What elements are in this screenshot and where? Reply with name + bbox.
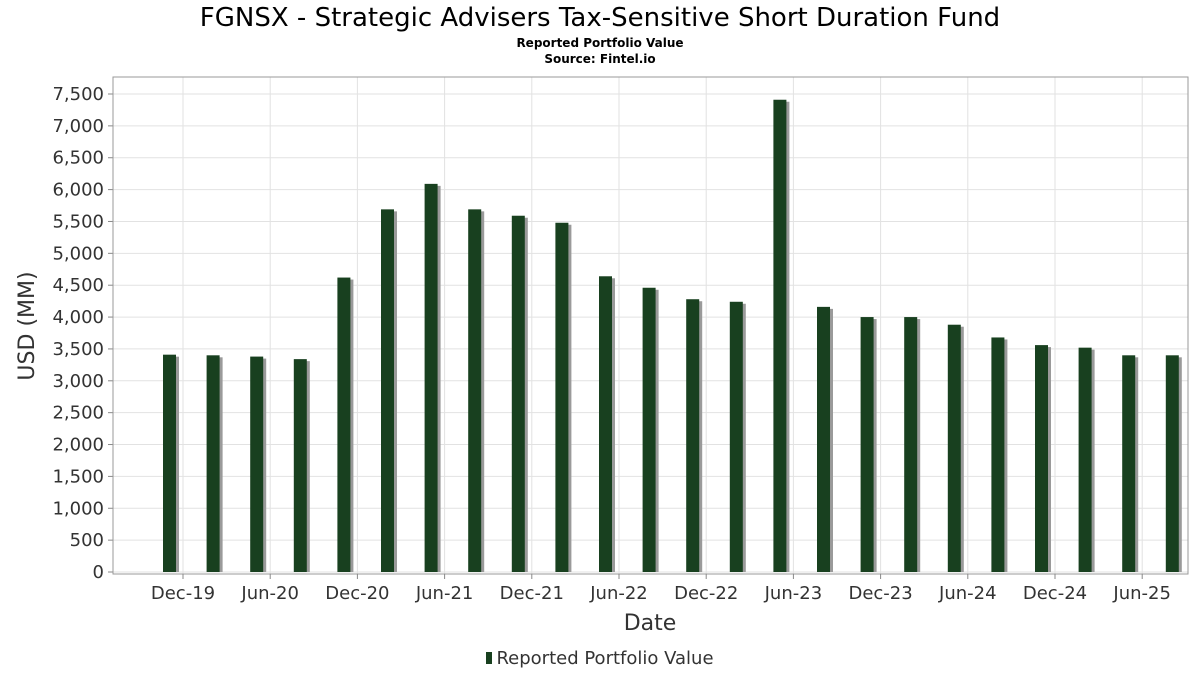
y-tick-label: 3,500 (52, 339, 104, 360)
bar (1122, 355, 1136, 572)
x-tick-label: Dec-24 (1023, 583, 1087, 604)
x-tick-label: Dec-23 (848, 583, 912, 604)
x-tick-label: Jun-24 (938, 583, 997, 604)
x-tick-label: Jun-22 (589, 583, 648, 604)
y-tick-label: 4,500 (52, 275, 104, 296)
bar (163, 354, 176, 572)
x-tick-label: Dec-22 (674, 583, 738, 604)
y-tick-label: 6,000 (52, 180, 104, 201)
bar (904, 317, 918, 572)
bar (599, 276, 612, 572)
x-axis-title: Date (624, 611, 677, 636)
y-tick-label: 1,000 (52, 498, 104, 519)
y-tick-label: 2,500 (52, 403, 104, 424)
bar (1078, 347, 1092, 572)
y-tick-label: 4,000 (52, 307, 104, 328)
bar (468, 209, 482, 572)
bar (381, 209, 394, 572)
bar (293, 359, 307, 572)
bar (860, 317, 874, 572)
y-tick-label: 7,500 (52, 84, 104, 105)
bar (991, 337, 1005, 572)
x-tick-label: Jun-25 (1112, 583, 1171, 604)
bar (817, 306, 830, 572)
bar (686, 299, 700, 572)
bar (1165, 355, 1179, 572)
y-tick-label: 3,000 (52, 371, 104, 392)
legend: Reported Portfolio Value (0, 648, 1200, 670)
y-tick-label: 7,000 (52, 116, 104, 137)
bar (337, 277, 351, 572)
y-tick-label: 0 (93, 562, 104, 583)
bar (1035, 345, 1048, 572)
x-tick-label: Dec-21 (500, 583, 564, 604)
bar (947, 324, 961, 572)
bar (729, 301, 743, 572)
bar (206, 355, 220, 572)
legend-swatch (486, 652, 493, 664)
chart-subtitle: Reported Portfolio Value (516, 36, 684, 50)
chart-source: Source: Fintel.io (544, 52, 656, 66)
bar (773, 99, 787, 573)
chart-title: FGNSX - Strategic Advisers Tax-Sensitive… (199, 3, 1001, 33)
bar (642, 287, 656, 572)
bar (555, 222, 569, 572)
y-tick-label: 5,500 (52, 211, 104, 232)
bar (511, 215, 525, 573)
plot-frame (112, 76, 1189, 575)
x-tick-label: Dec-20 (325, 583, 389, 604)
bar (424, 183, 438, 572)
legend-label: Reported Portfolio Value (496, 648, 714, 669)
y-tick-label: 500 (70, 530, 104, 551)
y-tick-label: 5,000 (52, 243, 104, 264)
y-tick-label: 6,500 (52, 148, 104, 169)
x-tick-label: Dec-19 (151, 583, 215, 604)
x-tick-label: Jun-23 (764, 583, 823, 604)
y-tick-label: 2,000 (52, 435, 104, 456)
x-tick-label: Jun-21 (415, 583, 474, 604)
x-tick-label: Jun-20 (240, 583, 299, 604)
y-axis-title: USD (MM) (15, 271, 40, 380)
y-tick-label: 1,500 (52, 466, 104, 487)
bar (250, 356, 264, 572)
